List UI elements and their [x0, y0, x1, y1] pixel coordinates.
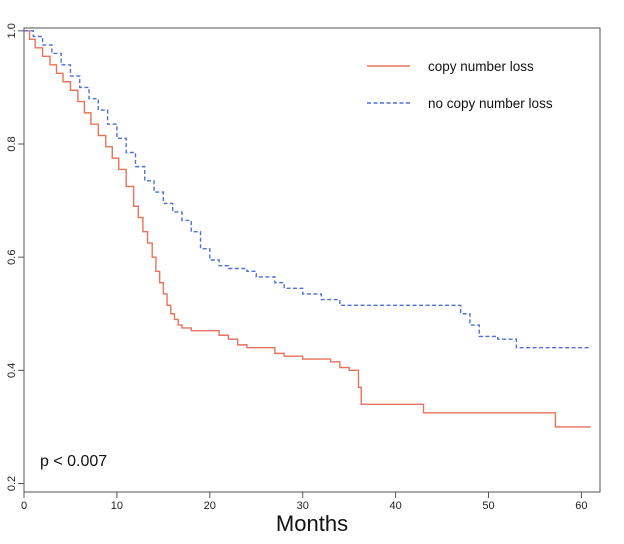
y-tick-label: 0.4	[6, 363, 18, 378]
x-tick-label: 10	[111, 500, 123, 512]
x-axis-title: Months	[276, 511, 348, 536]
plot-frame	[23, 27, 601, 493]
x-tick-label: 60	[575, 500, 587, 512]
y-axis: 0.2 0.4 0.6 0.8 1.0	[6, 23, 24, 491]
x-axis: 0 10 20 30 40 50 60	[21, 492, 588, 512]
x-tick-label: 20	[204, 500, 216, 512]
x-tick-label: 40	[389, 500, 401, 512]
series-line-copy-number-loss	[24, 30, 591, 428]
y-tick-label: 1.0	[6, 23, 18, 38]
y-tick-label: 0.6	[6, 250, 18, 265]
legend-label: copy number loss	[428, 59, 534, 74]
series-layer	[24, 30, 591, 428]
x-tick-label: 30	[297, 500, 309, 512]
y-tick-label: 0.2	[6, 476, 18, 491]
x-tick-label: 0	[21, 500, 27, 512]
p-value-annotation: p < 0.007	[40, 453, 107, 470]
y-tick-label: 0.8	[6, 136, 18, 151]
x-tick-label: 50	[482, 500, 494, 512]
legend-label: no copy number loss	[428, 96, 553, 111]
legend: copy number loss no copy number loss	[367, 59, 553, 111]
series-line-no-copy-number-loss	[24, 30, 591, 349]
